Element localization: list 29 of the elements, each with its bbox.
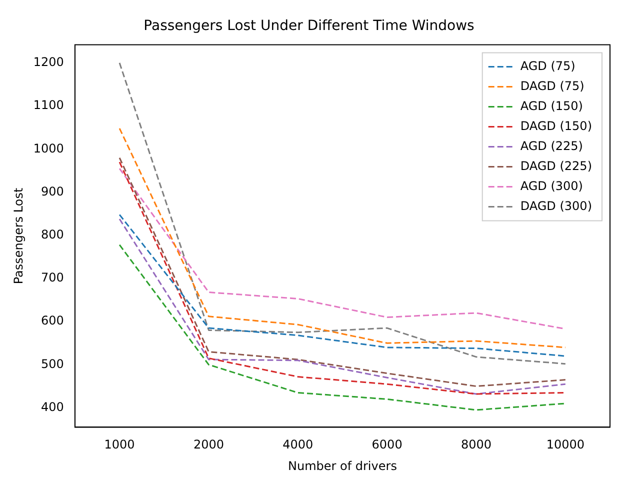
legend-label: AGD (300): [520, 178, 583, 193]
y-tick-label: 1000: [33, 141, 64, 156]
y-tick-label: 600: [41, 314, 64, 328]
x-tick-label: 8000: [460, 438, 492, 452]
x-tick-label: 2000: [193, 438, 224, 452]
x-tick-label: 10000: [546, 438, 585, 452]
x-tick-label: 6000: [372, 438, 402, 452]
legend-label: AGD (75): [520, 58, 576, 73]
y-tick-label: 1100: [33, 98, 64, 112]
legend-label: DAGD (150): [520, 118, 592, 133]
legend-label: AGD (150): [520, 98, 583, 113]
y-tick-label: 1200: [33, 55, 64, 70]
line-series: [118, 244, 566, 411]
y-tick-label: 500: [41, 356, 64, 371]
chart-title: Passengers Lost Under Different Time Windows: [144, 18, 474, 34]
line-series: [118, 214, 566, 357]
y-tick-label: 400: [41, 400, 64, 414]
y-axis-title: Passengers Lost: [11, 188, 26, 284]
y-tick-label: 900: [41, 184, 64, 198]
legend-label: AGD (225): [520, 138, 583, 153]
x-tick-label: 4000: [282, 438, 314, 452]
y-tick-label: 800: [41, 227, 64, 242]
legend-label: DAGD (300): [520, 198, 592, 213]
x-axis-title: Number of drivers: [288, 458, 397, 473]
x-tick-label: 1000: [104, 438, 135, 452]
legend-label: DAGD (75): [520, 78, 584, 93]
line-series: [118, 218, 566, 395]
y-tick-label: 700: [41, 270, 64, 285]
legend-label: DAGD (225): [520, 158, 592, 173]
